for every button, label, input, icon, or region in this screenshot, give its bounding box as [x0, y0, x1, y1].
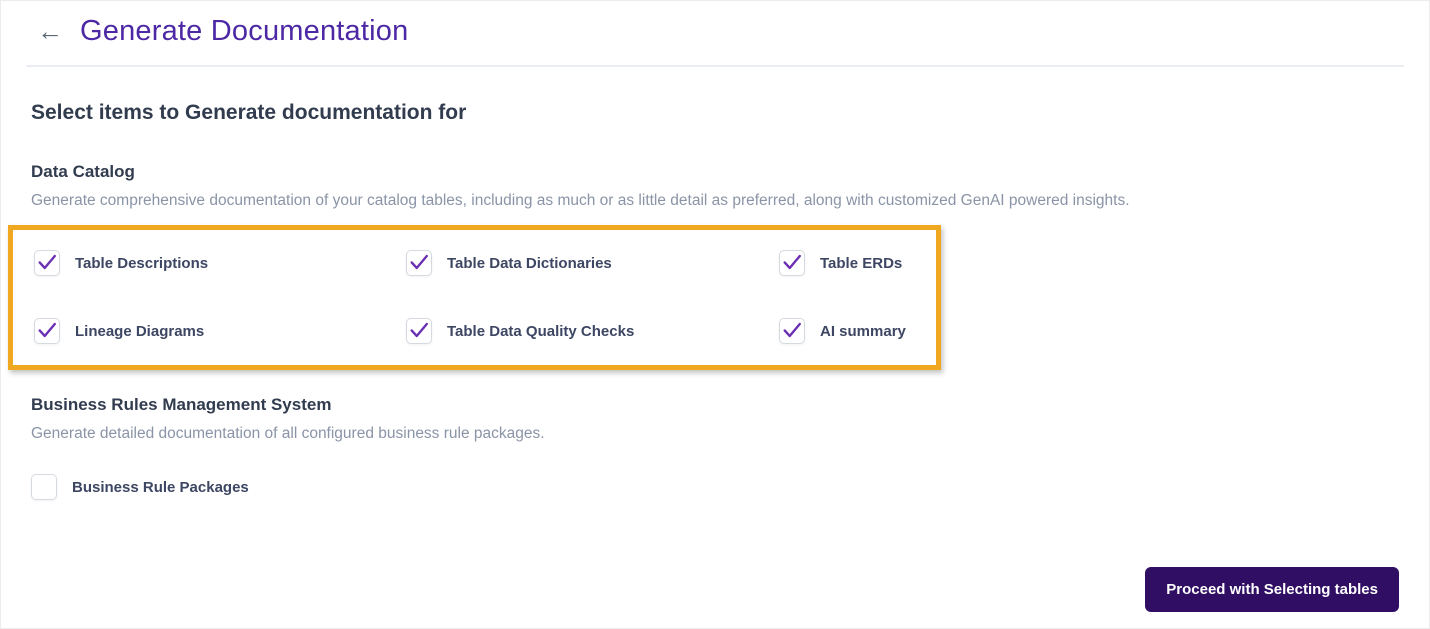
checkmark-icon — [783, 254, 801, 270]
checkbox-item-table-data-quality-checks[interactable]: Table Data Quality Checks — [406, 318, 779, 344]
lineage-diagrams-checkbox[interactable] — [34, 318, 60, 344]
table-data-dictionaries-checkbox[interactable] — [406, 250, 432, 276]
checkmark-icon — [38, 254, 56, 270]
business-rules-description: Generate detailed documentation of all c… — [31, 425, 545, 442]
data-catalog-heading: Data Catalog — [31, 162, 135, 181]
checkbox-item-ai-summary[interactable]: AI summary — [779, 318, 936, 344]
checkbox-label: Table Data Quality Checks — [447, 322, 635, 340]
checkbox-item-business-rule-packages[interactable]: Business Rule Packages — [31, 474, 1399, 500]
page-title: Generate Documentation — [80, 15, 409, 47]
proceed-with-selecting-tables-button[interactable]: Proceed with Selecting tables — [1145, 567, 1399, 612]
data-catalog-options-highlight-box: Table Descriptions Table Data Dictionari… — [8, 225, 941, 370]
checkbox-item-table-descriptions[interactable]: Table Descriptions — [34, 250, 406, 276]
checkmark-icon — [38, 322, 56, 338]
data-catalog-description: Generate comprehensive documentation of … — [31, 192, 1130, 209]
checkbox-label: AI summary — [820, 322, 906, 340]
checkbox-item-table-data-dictionaries[interactable]: Table Data Dictionaries — [406, 250, 779, 276]
checkmark-icon — [410, 322, 428, 338]
back-arrow-icon[interactable]: ← — [37, 15, 63, 46]
business-rule-packages-checkbox[interactable] — [31, 474, 57, 500]
ai-summary-checkbox[interactable] — [779, 318, 805, 344]
checkbox-label: Table Descriptions — [75, 254, 209, 272]
checkbox-label: Table ERDs — [820, 254, 903, 272]
checkbox-label: Table Data Dictionaries — [447, 254, 612, 272]
table-erds-checkbox[interactable] — [779, 250, 805, 276]
select-items-heading: Select items to Generate documentation f… — [31, 101, 467, 124]
page-header: ← Generate Documentation — [1, 1, 1429, 48]
checkmark-icon — [410, 254, 428, 270]
checkmark-icon — [783, 322, 801, 338]
business-rules-heading: Business Rules Management System — [31, 395, 332, 414]
checkbox-label: Business Rule Packages — [72, 478, 249, 496]
checkbox-label: Lineage Diagrams — [75, 322, 205, 340]
header-divider — [26, 65, 1404, 67]
main-content: Select items to Generate documentation f… — [1, 101, 1429, 500]
checkbox-item-lineage-diagrams[interactable]: Lineage Diagrams — [34, 318, 406, 344]
table-data-quality-checks-checkbox[interactable] — [406, 318, 432, 344]
checkbox-item-table-erds[interactable]: Table ERDs — [779, 250, 936, 276]
table-descriptions-checkbox[interactable] — [34, 250, 60, 276]
